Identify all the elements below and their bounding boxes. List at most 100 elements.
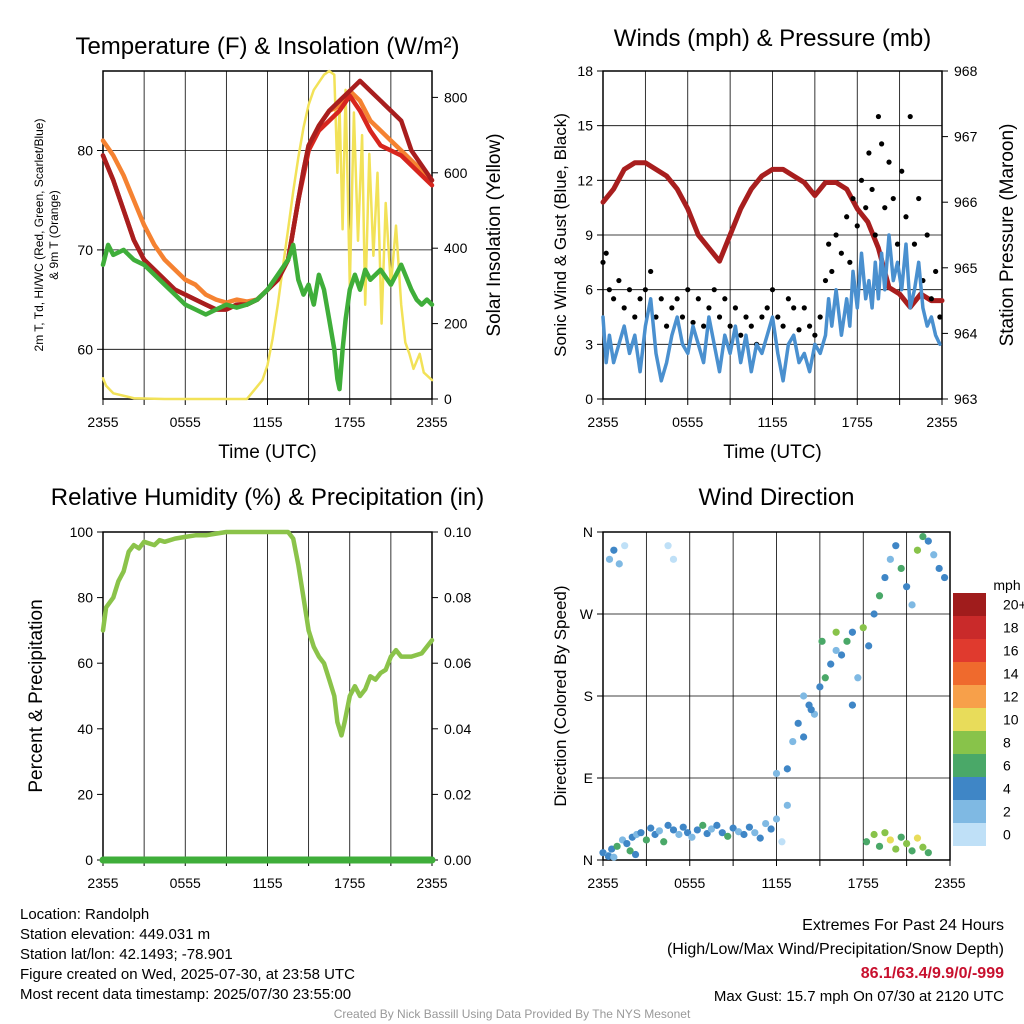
winds-gust-point — [658, 296, 664, 302]
winds-ytick-right-label: 963 — [954, 391, 978, 407]
extremes-title: Extremes For Past 24 Hours — [802, 917, 1004, 934]
humidity-xtick-label: 1155 — [252, 875, 282, 891]
direction-point — [848, 701, 857, 709]
direction-point — [740, 830, 748, 839]
direction-point — [862, 838, 871, 846]
winds-gust-point — [738, 332, 744, 338]
winds-gust-point — [894, 241, 901, 247]
winds-gust-point — [603, 250, 609, 256]
direction-point — [631, 850, 640, 859]
temperature-xtick-label: 1155 — [252, 414, 282, 430]
direction-point — [610, 853, 618, 861]
winds-gust-point — [903, 214, 909, 220]
direction-point — [664, 542, 672, 550]
direction-point — [903, 840, 911, 848]
direction-point — [783, 801, 791, 809]
direction-point — [818, 637, 826, 645]
winds-gust-point — [847, 259, 853, 265]
winds-gust-point — [890, 195, 896, 202]
direction-point — [683, 829, 692, 837]
direction-point — [816, 683, 824, 691]
extremes-max-gust: Max Gust: 15.7 mph On 07/30 at 2120 UTC — [713, 988, 1004, 1005]
direction-point — [718, 829, 726, 837]
direction-point — [800, 692, 808, 700]
direction-point — [778, 838, 786, 846]
winds-gust-point — [674, 296, 680, 302]
direction-point — [843, 637, 851, 645]
humidity-ytick-right-label: 0.00 — [444, 852, 471, 868]
direction-point — [713, 821, 721, 829]
direction-legend-swatch — [953, 754, 986, 777]
direction-ytick-label: S — [584, 688, 593, 704]
direction-point — [875, 592, 884, 600]
temperature-title: Temperature (F) & Insolation (W/m²) — [75, 33, 459, 60]
winds-gust-point — [637, 296, 643, 302]
direction-point — [919, 843, 927, 851]
humidity-ytick-label: 40 — [77, 721, 93, 737]
direction-legend-label: 10 — [1003, 712, 1019, 728]
winds-gust-point — [879, 141, 885, 147]
winds-gust-point — [844, 214, 850, 220]
winds-xlabel: Time (UTC) — [723, 442, 822, 463]
direction-xtick-label: 2355 — [587, 875, 618, 891]
winds-gust-point — [727, 323, 733, 329]
direction-point — [859, 624, 867, 632]
direction-point — [707, 825, 716, 833]
direction-point — [688, 833, 696, 841]
direction-point — [642, 836, 650, 844]
humidity-ytick-right-label: 0.02 — [444, 786, 471, 802]
direction-point — [832, 646, 840, 655]
winds-ytick-label: 6 — [585, 282, 593, 298]
winds-gust-point — [648, 268, 654, 275]
direction-point — [637, 829, 645, 837]
direction-point — [913, 834, 922, 842]
winds-ylabel-left: Sonic Wind & Gust (Blue, Black) — [551, 113, 570, 357]
direction-legend-label: 8 — [1003, 735, 1011, 751]
winds-gust-point — [866, 150, 872, 156]
direction-point — [762, 819, 770, 828]
winds-ytick-label: 9 — [585, 227, 593, 243]
direction-point — [623, 840, 631, 848]
direction-point — [703, 829, 711, 838]
winds-gust-point — [933, 268, 939, 275]
winds-gust-point — [937, 314, 943, 320]
winds-gust-point — [928, 296, 935, 302]
temperature-series-scarlet-hiwc — [100, 78, 435, 312]
direction-point — [908, 847, 916, 855]
humidity-ylabel-left: Percent & Precipitation — [26, 599, 47, 792]
winds-gust-point — [621, 305, 627, 311]
direction-xtick-label: 0555 — [674, 875, 705, 891]
direction-point — [807, 706, 815, 714]
direction-legend-swatch — [953, 662, 986, 685]
direction-legend-label: 4 — [1003, 781, 1011, 797]
winds-gust-point — [863, 205, 869, 211]
direction-legend-label: 0 — [1003, 827, 1011, 843]
winds-gust-point — [690, 319, 696, 326]
humidity-ytick-label: 0 — [85, 852, 93, 868]
humidity-plot: 2355 0555 1155 1755 2355 0 20 40 60 80 100 0.00 0.02… — [26, 484, 484, 891]
winds-gust-point — [780, 323, 786, 329]
winds-ytick-label: 15 — [577, 118, 593, 134]
direction-point — [875, 842, 884, 850]
direction-point — [848, 628, 857, 636]
winds-gust-point — [812, 332, 818, 338]
extremes-subtitle: (High/Low/Max Wind/Precipitation/Snow De… — [666, 941, 1004, 958]
direction-point — [865, 642, 873, 650]
winds-xtick-label: 2355 — [587, 414, 618, 430]
winds-ytick-right-label: 966 — [954, 194, 978, 210]
winds-gust-point — [716, 314, 723, 320]
direction-point — [772, 769, 781, 778]
direction-point — [729, 824, 737, 832]
direction-point — [854, 674, 862, 682]
winds-ytick-right-label: 965 — [954, 260, 978, 276]
temperature-ytick-right-label: 200 — [444, 316, 468, 332]
humidity-series-rh — [100, 529, 435, 738]
direction-legend-swatch — [953, 685, 986, 708]
winds-gust-point — [663, 323, 670, 329]
temperature-xlabel: Time (UTC) — [218, 442, 317, 463]
winds-gust-point — [669, 305, 675, 311]
direction-point — [913, 546, 922, 554]
direction-legend-label: 20+ — [1003, 597, 1024, 613]
direction-legend-label: 12 — [1003, 689, 1019, 705]
temperature-series-green-dew — [100, 242, 435, 392]
